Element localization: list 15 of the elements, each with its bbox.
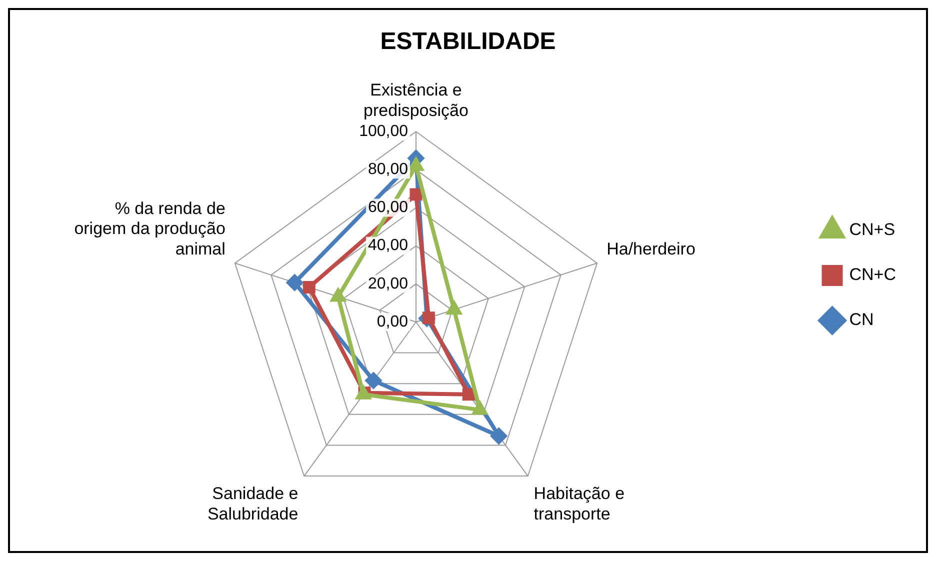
spoke-label: Existência e predisposição — [364, 80, 468, 120]
spoke-label: Ha/herdeiro — [606, 240, 696, 259]
legend-label: CN+C — [849, 265, 896, 284]
y-tick-label: 0,00 — [376, 313, 408, 330]
spoke-label: % da renda de origem da produção animal — [74, 198, 226, 259]
y-tick-label: 60,00 — [368, 199, 408, 216]
chart-title: ESTABILIDADE — [380, 28, 556, 56]
legend-label: CN+S — [849, 220, 896, 240]
spoke-label: Habitação e transporte — [534, 484, 625, 524]
y-tick-label: 20,00 — [368, 275, 408, 292]
legend-label: CN — [849, 310, 874, 330]
y-tick-label: 100,00 — [359, 123, 408, 140]
y-tick-label: 80,00 — [368, 161, 408, 178]
y-tick-label: 40,00 — [368, 237, 408, 254]
spoke-label: Sanidade e Salubridade — [207, 484, 298, 524]
